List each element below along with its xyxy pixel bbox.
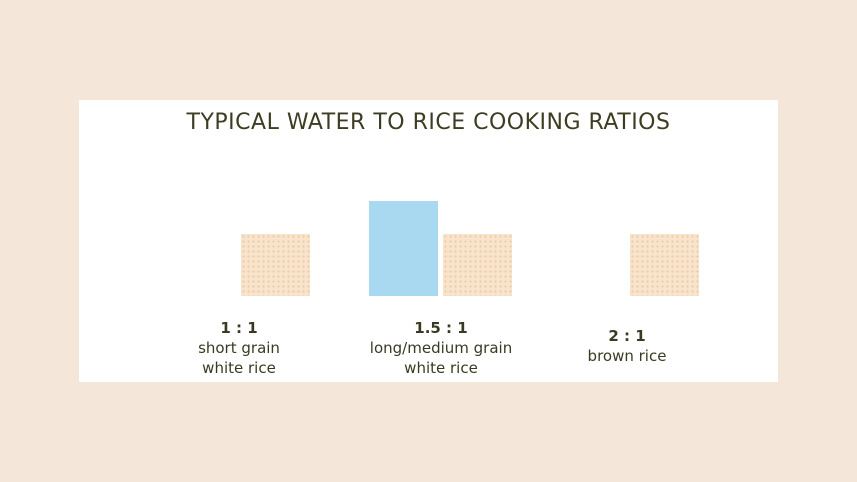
rice-type-line-2: white rice xyxy=(202,359,276,377)
rice-type-line-1: short grain xyxy=(198,339,280,357)
rice-type-line-1: brown rice xyxy=(587,347,667,365)
ratio-value: 1.5 : 1 xyxy=(414,319,468,337)
diagram-title: TYPICAL WATER TO RICE COOKING RATIOS xyxy=(186,110,671,135)
rice-portion-long-medium-grain xyxy=(443,234,512,296)
ratio-label-long-medium-grain: 1.5 : 1 long/medium grain white rice xyxy=(341,318,541,378)
ratio-label-brown: 2 : 1 brown rice xyxy=(557,326,697,366)
diagram-card: TYPICAL WATER TO RICE COOKING RATIOS 1 :… xyxy=(79,100,778,382)
rice-portion-brown xyxy=(630,234,699,296)
ratio-value: 1 : 1 xyxy=(220,319,258,337)
rice-portion-short-grain xyxy=(241,234,310,296)
water-portion-long-medium-grain xyxy=(369,201,438,296)
rice-type-line-2: white rice xyxy=(404,359,478,377)
rice-type-line-1: long/medium grain xyxy=(369,339,513,357)
ratio-value: 2 : 1 xyxy=(608,327,646,345)
ratio-label-short-grain: 1 : 1 short grain white rice xyxy=(159,318,319,378)
